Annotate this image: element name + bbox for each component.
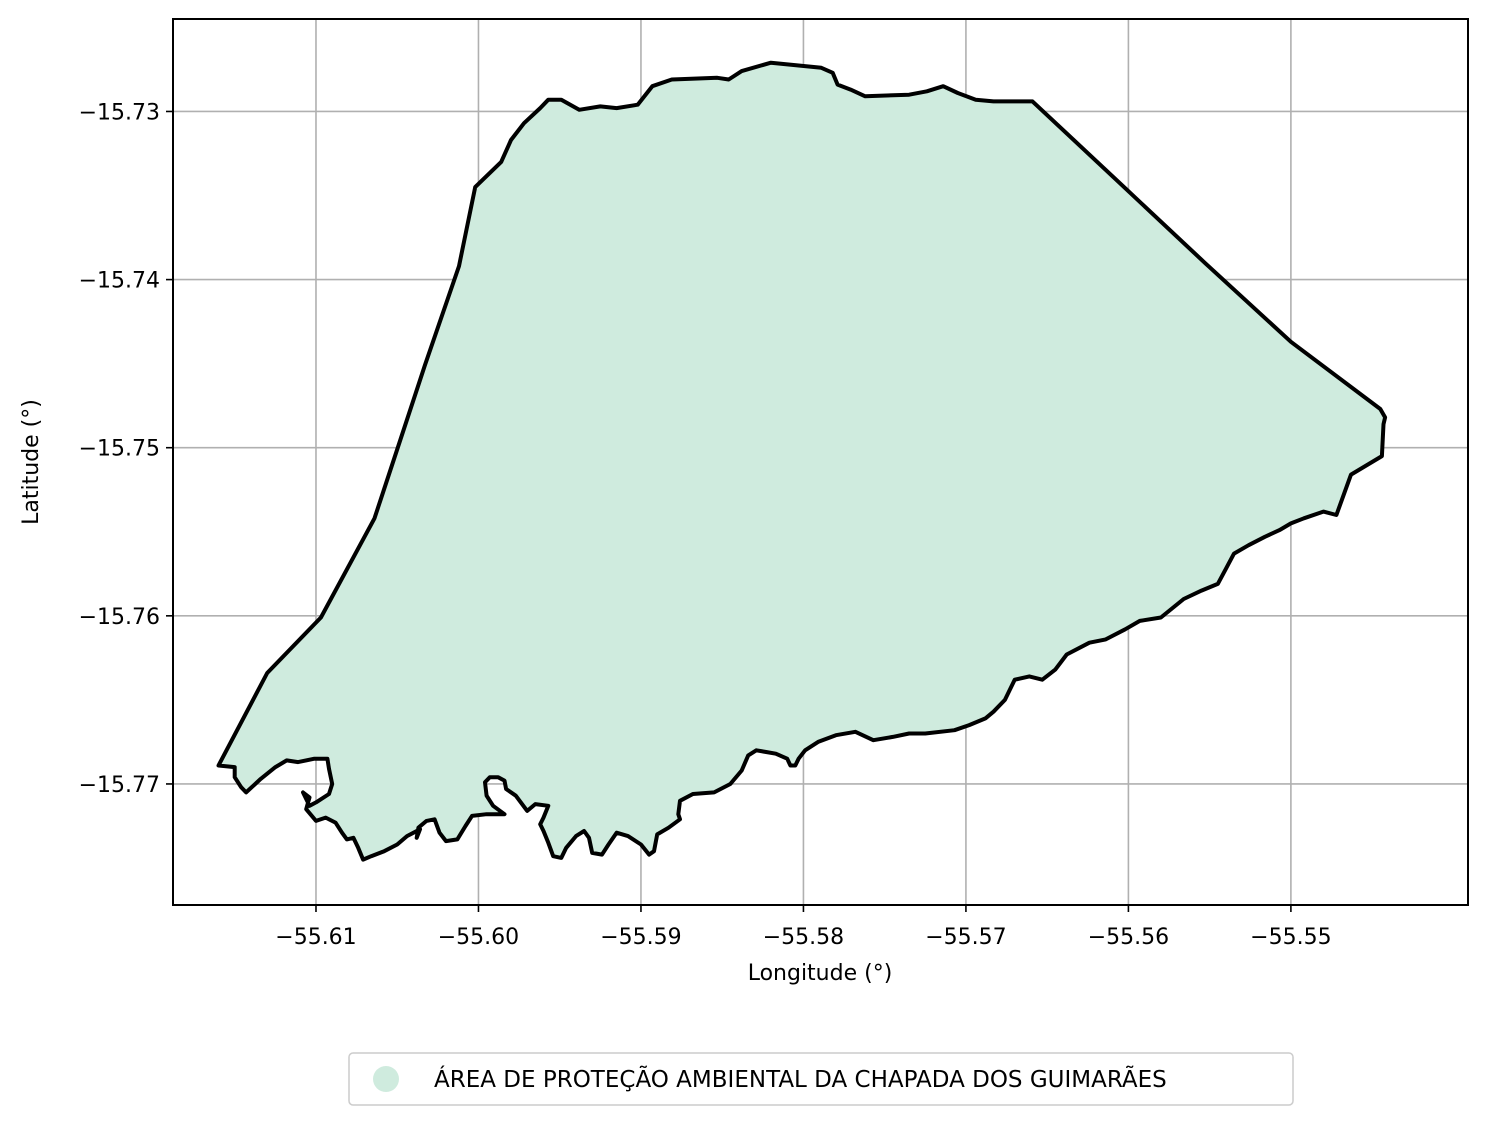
x-tick-label: −55.58 (763, 925, 844, 950)
y-tick-label: −15.73 (79, 100, 160, 125)
y-tick-label: −15.77 (79, 773, 160, 798)
x-tick-label: −55.57 (925, 925, 1006, 950)
polygon-layer (216, 60, 1388, 862)
legend: ÁREA DE PROTEÇÃO AMBIENTAL DA CHAPADA DO… (348, 1052, 1294, 1106)
legend-marker-icon (373, 1066, 399, 1092)
y-tick-label: −15.75 (79, 437, 160, 462)
x-tick-label: −55.61 (275, 925, 356, 950)
y-axis-ticks: −15.73 −15.74 −15.75 −15.76 −15.77 (79, 100, 173, 798)
y-tick-label: −15.74 (79, 269, 160, 294)
x-tick-label: −55.60 (438, 925, 519, 950)
protected-area-polygon (216, 60, 1388, 862)
legend-entry-label: ÁREA DE PROTEÇÃO AMBIENTAL DA CHAPADA DO… (434, 1065, 1167, 1093)
x-axis-ticks: −55.61 −55.60 −55.59 −55.58 −55.57 −55.56 −55.… (275, 905, 1332, 950)
x-tick-label: −55.56 (1088, 925, 1169, 950)
y-tick-label: −15.76 (79, 605, 160, 630)
x-tick-label: −55.59 (600, 925, 681, 950)
x-axis-label: Longitude (°) (748, 961, 893, 986)
y-axis-label: Latitude (°) (19, 399, 44, 525)
legend-box (348, 1052, 1294, 1106)
plot-frame (172, 18, 1469, 906)
x-tick-label: −55.55 (1250, 925, 1331, 950)
